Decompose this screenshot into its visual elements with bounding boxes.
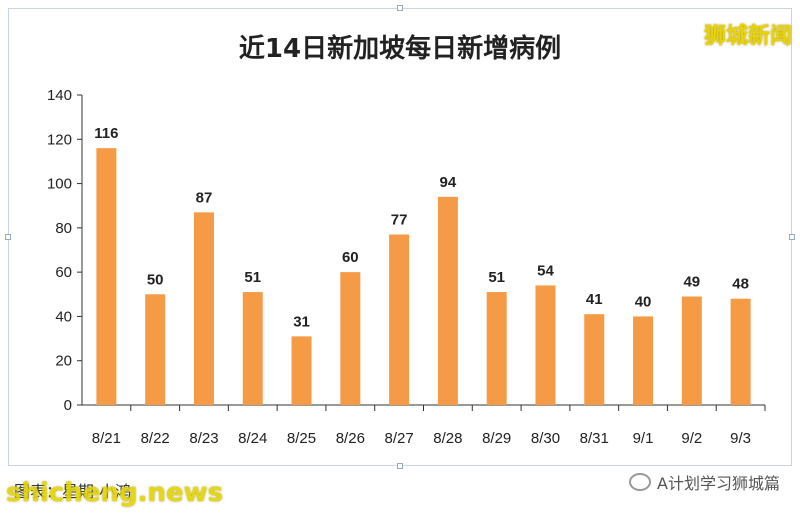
data-label: 116 — [94, 125, 118, 142]
resize-handle-right[interactable] — [789, 234, 795, 240]
brand-logo-text: 狮城新闻 — [703, 24, 792, 49]
x-tick-label: 8/29 — [482, 430, 511, 447]
x-tick-label: 8/30 — [531, 430, 560, 447]
y-tick-label: 100 — [47, 176, 72, 193]
bar — [633, 316, 654, 405]
bar — [389, 234, 410, 405]
data-label: 40 — [635, 293, 652, 310]
y-tick-label: 120 — [47, 131, 72, 148]
x-tick-label: 8/24 — [238, 430, 267, 447]
resize-handle-top[interactable] — [397, 5, 403, 11]
x-tick-label: 9/3 — [730, 430, 751, 447]
chart-source-caption: 图表：星期·小鸿 — [14, 482, 132, 501]
data-label: 49 — [683, 274, 700, 291]
x-tick-label: 9/1 — [633, 430, 654, 447]
data-label: 31 — [293, 313, 310, 330]
bar — [535, 285, 556, 405]
data-label: 41 — [586, 291, 603, 308]
y-tick-label: 40 — [55, 308, 72, 325]
data-label: 50 — [147, 271, 164, 288]
data-label: 77 — [391, 212, 408, 229]
wechat-account-name: A计划学习狮城篇 — [657, 474, 780, 493]
y-tick-label: 60 — [55, 264, 72, 281]
bar — [242, 292, 263, 405]
x-tick-label: 8/28 — [433, 430, 462, 447]
x-tick-label: 8/31 — [580, 430, 609, 447]
chart-title: 近14日新加坡每日新增病例 — [238, 34, 562, 64]
bar — [193, 212, 214, 405]
data-label: 87 — [196, 189, 213, 206]
x-tick-label: 8/25 — [287, 430, 316, 447]
y-tick-label: 20 — [55, 353, 72, 370]
x-tick-label: 8/21 — [92, 430, 121, 447]
data-label: 51 — [244, 269, 261, 286]
x-tick-label: 8/27 — [385, 430, 414, 447]
bar — [291, 336, 312, 405]
data-label: 60 — [342, 249, 359, 266]
resize-handle-bottom[interactable] — [397, 463, 403, 469]
data-label: 51 — [488, 269, 505, 286]
bar — [584, 314, 605, 405]
bar — [145, 294, 166, 405]
data-label: 94 — [440, 174, 457, 191]
x-tick-label: 8/23 — [189, 430, 218, 447]
y-tick-label: 140 — [47, 87, 72, 104]
x-tick-label: 8/26 — [336, 430, 365, 447]
wechat-icon — [629, 473, 652, 491]
bar — [437, 196, 458, 405]
x-tick-label: 8/22 — [141, 430, 170, 447]
y-tick-label: 0 — [64, 397, 72, 414]
data-label: 54 — [537, 262, 554, 279]
x-tick-label: 9/2 — [681, 430, 702, 447]
bar — [486, 292, 507, 405]
data-label: 48 — [732, 276, 749, 293]
wechat-account: A计划学习狮城篇 — [629, 470, 780, 494]
bar — [681, 296, 702, 405]
bar — [340, 272, 361, 405]
site-watermark: shicheng.news — [6, 478, 224, 508]
resize-handle-left[interactable] — [5, 234, 11, 240]
bar — [730, 298, 751, 405]
bar — [96, 148, 117, 405]
y-tick-label: 80 — [55, 220, 72, 237]
